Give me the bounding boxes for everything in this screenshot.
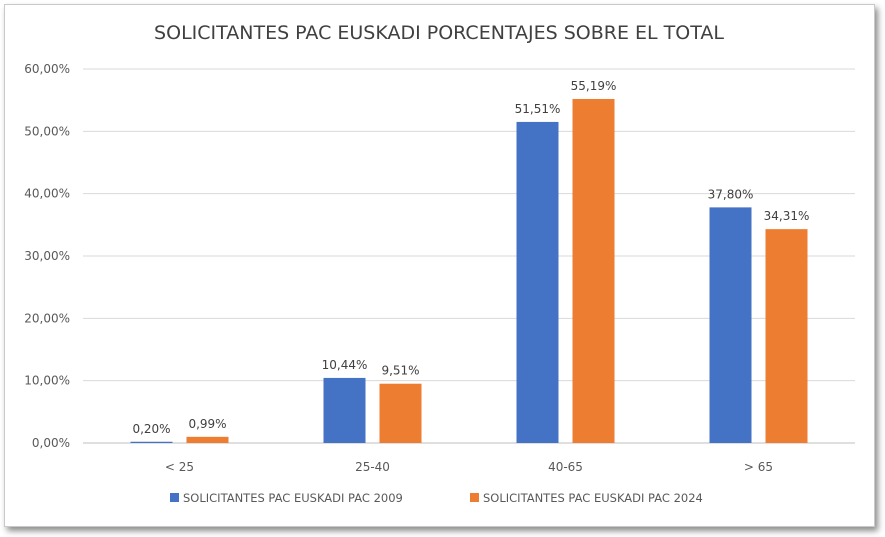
data-label: 9,51% <box>381 364 419 378</box>
data-label: 0,20% <box>132 422 170 436</box>
data-label: 51,51% <box>515 102 561 116</box>
bars <box>130 98 808 444</box>
y-tick-label: 0,00% <box>32 436 70 450</box>
bar-series-1-1 <box>323 377 366 443</box>
x-tick-label: > 65 <box>744 460 773 474</box>
data-label: 55,19% <box>571 79 617 93</box>
bar-series-2-1 <box>379 383 422 443</box>
bar-series-1-0 <box>130 441 173 443</box>
data-label: 10,44% <box>322 358 368 372</box>
grid-lines <box>83 68 855 444</box>
data-label: 34,31% <box>764 209 810 223</box>
chart-frame: SOLICITANTES PAC EUSKADI PORCENTAJES SOB… <box>4 4 875 527</box>
x-tick-label: < 25 <box>165 460 194 474</box>
y-tick-label: 60,00% <box>24 62 70 76</box>
legend: SOLICITANTES PAC EUSKADI PAC 2009 SOLICIT… <box>170 491 703 505</box>
data-label: 0,99% <box>188 417 226 431</box>
bar-series-1-3 <box>709 207 752 443</box>
data-label: 37,80% <box>708 187 754 201</box>
y-tick-label: 30,00% <box>24 249 70 263</box>
y-tick-label: 10,00% <box>24 374 70 388</box>
legend-swatch-1 <box>170 493 179 502</box>
legend-swatch-2 <box>470 493 479 502</box>
x-tick-label: 25-40 <box>355 460 390 474</box>
data-labels: 0,20% 0,99% 10,44% 9,51% 51,51% 55,19% 37,80% 3… <box>132 79 809 436</box>
x-tick-label: 40-65 <box>548 460 583 474</box>
bar-series-1-2 <box>516 121 559 444</box>
chart-title: SOLICITANTES PAC EUSKADI PORCENTAJES SOB… <box>154 22 724 44</box>
y-tick-label: 50,00% <box>24 124 70 138</box>
y-tick-label: 20,00% <box>24 311 70 325</box>
legend-label-2: SOLICITANTES PAC EUSKADI PAC 2024 <box>483 491 703 505</box>
y-axis-ticks: 0,00% 10,00% 20,00% 30,00% 40,00% 50,00% 60,00… <box>24 62 70 450</box>
chart-canvas: SOLICITANTES PAC EUSKADI PORCENTAJES SOB… <box>24 22 855 505</box>
y-tick-label: 40,00% <box>24 187 70 201</box>
bar-series-2-2 <box>572 98 615 443</box>
legend-label-1: SOLICITANTES PAC EUSKADI PAC 2009 <box>183 491 403 505</box>
bar-series-2-3 <box>765 229 808 443</box>
bar-series-2-0 <box>186 436 229 443</box>
x-axis-ticks: < 25 25-40 40-65 > 65 <box>165 460 773 474</box>
